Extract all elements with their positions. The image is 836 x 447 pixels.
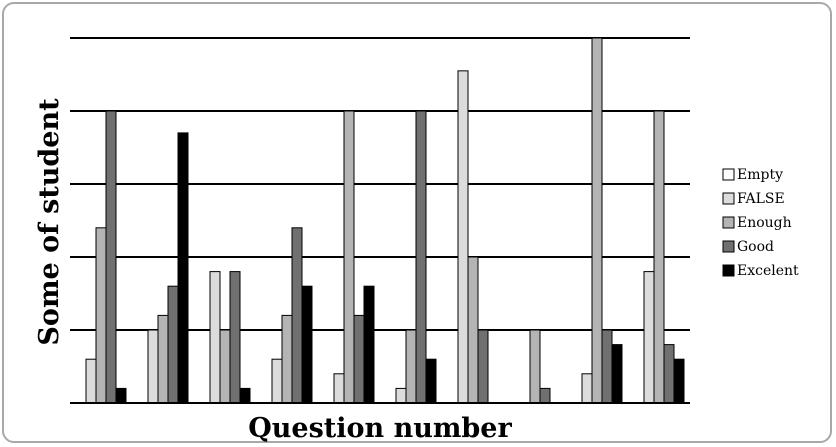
bar-enough (591, 37, 603, 404)
bar-false (581, 373, 593, 404)
bar-excelent (115, 387, 127, 404)
bar-false (333, 373, 345, 404)
bar-good (477, 329, 489, 404)
bar-enough (219, 329, 231, 404)
bar-excelent (239, 387, 251, 404)
bar-good (167, 285, 179, 404)
x-axis-title: Question number (248, 413, 512, 444)
bar-enough (529, 329, 541, 404)
bar-false (395, 387, 407, 404)
bar-good (229, 271, 241, 404)
legend-swatch-empty (722, 168, 735, 181)
bar-excelent (673, 358, 685, 404)
y-axis-title: Some of student (34, 98, 65, 346)
bar-enough (95, 227, 107, 404)
legend-swatch-enough (722, 216, 735, 229)
legend-swatch-good (722, 240, 735, 253)
legend: Empty FALSE Enough Good Excelent (722, 167, 799, 279)
legend-swatch-false (722, 192, 735, 205)
bar-false (209, 271, 221, 404)
bar-enough (343, 110, 355, 404)
bar-excelent (363, 285, 375, 404)
bar-enough (281, 314, 293, 404)
bar-good (539, 387, 551, 404)
bar-good (663, 344, 675, 404)
bars (85, 37, 685, 404)
bar-false (147, 329, 159, 404)
legend-label-good: Good (737, 239, 774, 255)
bar-false (85, 358, 97, 404)
bar-good (353, 314, 365, 404)
legend-label-empty: Empty (737, 167, 783, 183)
bar-enough (467, 256, 479, 404)
bar-false (643, 271, 655, 404)
legend-label-enough: Enough (737, 215, 792, 231)
bar-excelent (177, 132, 189, 404)
legend-label-excelent: Excelent (737, 263, 799, 279)
legend-swatch-excelent (722, 264, 735, 277)
legend-label-false: FALSE (737, 191, 785, 207)
bar-excelent (611, 344, 623, 404)
bar-enough (405, 329, 417, 404)
bar-false (271, 358, 283, 404)
bar-good (415, 110, 427, 404)
bar-false (457, 70, 469, 404)
bar-good (601, 329, 613, 404)
bar-enough (653, 110, 665, 404)
bar-excelent (425, 358, 437, 404)
bar-excelent (301, 285, 313, 404)
bar-enough (157, 314, 169, 404)
bar-good (105, 110, 117, 404)
bar-good (291, 227, 303, 404)
